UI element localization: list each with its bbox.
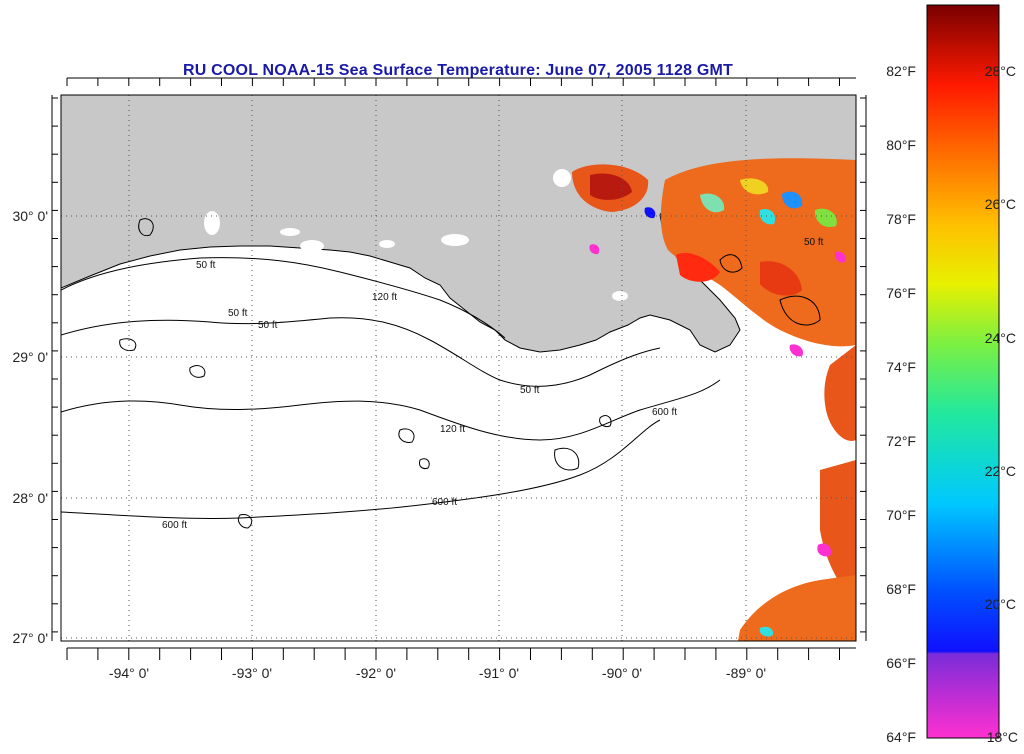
latitude-labels: 30° 0' 29° 0' 28° 0' 27° 0' xyxy=(12,208,48,646)
lon-label: -93° 0' xyxy=(232,665,272,681)
contour-label-50ft: 50 ft xyxy=(258,320,278,331)
sst-data xyxy=(572,158,856,641)
lon-label: -92° 0' xyxy=(356,665,396,681)
contour-label-50ft: 50 ft xyxy=(196,260,216,271)
cb-c-label: 24°C xyxy=(985,330,1016,346)
cb-c-label: 26°C xyxy=(985,196,1016,212)
lat-label: 27° 0' xyxy=(12,630,48,646)
inland-lakes xyxy=(204,169,628,301)
lat-label: 29° 0' xyxy=(12,349,48,365)
axis-ticks xyxy=(51,77,867,649)
cb-f-label: 72°F xyxy=(886,433,916,449)
colorbar xyxy=(926,4,1000,739)
lon-label: -89° 0' xyxy=(726,665,766,681)
cb-c-label: 28°C xyxy=(985,63,1016,79)
cb-c-label: 22°C xyxy=(985,463,1016,479)
contour-label-120ft: 120 ft xyxy=(440,424,465,435)
colorbar-c-labels: 18°C 20°C 22°C 24°C 26°C 28°C xyxy=(985,63,1018,745)
contour-label-50ft: 50 ft xyxy=(804,237,824,248)
contour-label-50ft: 50 ft xyxy=(520,385,540,396)
contour-labels: 50 ft 120 ft 50 ft 50 ft 50 ft 120 ft 60… xyxy=(162,237,824,531)
contour-label-120ft: 120 ft xyxy=(372,292,397,303)
cb-f-label: 76°F xyxy=(886,285,916,301)
contour-label-50ft: 50 ft xyxy=(228,308,248,319)
contour-label-600ft: 600 ft xyxy=(432,497,457,508)
lat-label: 30° 0' xyxy=(12,208,48,224)
lon-label: -91° 0' xyxy=(479,665,519,681)
cb-c-label: 20°C xyxy=(985,596,1016,612)
colorbar-f-labels: 64°F 66°F 68°F 70°F 72°F 74°F 76°F 78°F … xyxy=(886,63,916,745)
cb-f-label: 64°F xyxy=(886,729,916,745)
lat-label: 28° 0' xyxy=(12,490,48,506)
cb-f-label: 74°F xyxy=(886,359,916,375)
cb-f-label: 68°F xyxy=(886,581,916,597)
contour-label-600ft: 600 ft xyxy=(652,407,677,418)
contour-label-600ft: 600 ft xyxy=(162,520,187,531)
map-area: 50 ft 120 ft 50 ft 50 ft 50 ft 120 ft 60… xyxy=(61,95,856,641)
bathymetry-contours xyxy=(61,218,821,529)
map-title: RU COOL NOAA-15 Sea Surface Temperature:… xyxy=(183,62,733,79)
lon-label: -90° 0' xyxy=(602,665,642,681)
graticule xyxy=(61,95,856,641)
longitude-labels: -94° 0' -93° 0' -92° 0' -91° 0' -90° 0' … xyxy=(109,665,766,681)
cb-f-label: 80°F xyxy=(886,137,916,153)
cb-f-label: 78°F xyxy=(886,211,916,227)
map-frame xyxy=(60,94,857,642)
cb-f-label: 66°F xyxy=(886,655,916,671)
lon-label: -94° 0' xyxy=(109,665,149,681)
cb-f-label: 82°F xyxy=(886,63,916,79)
cb-c-label: 18°C xyxy=(987,729,1018,745)
cb-f-label: 70°F xyxy=(886,507,916,523)
